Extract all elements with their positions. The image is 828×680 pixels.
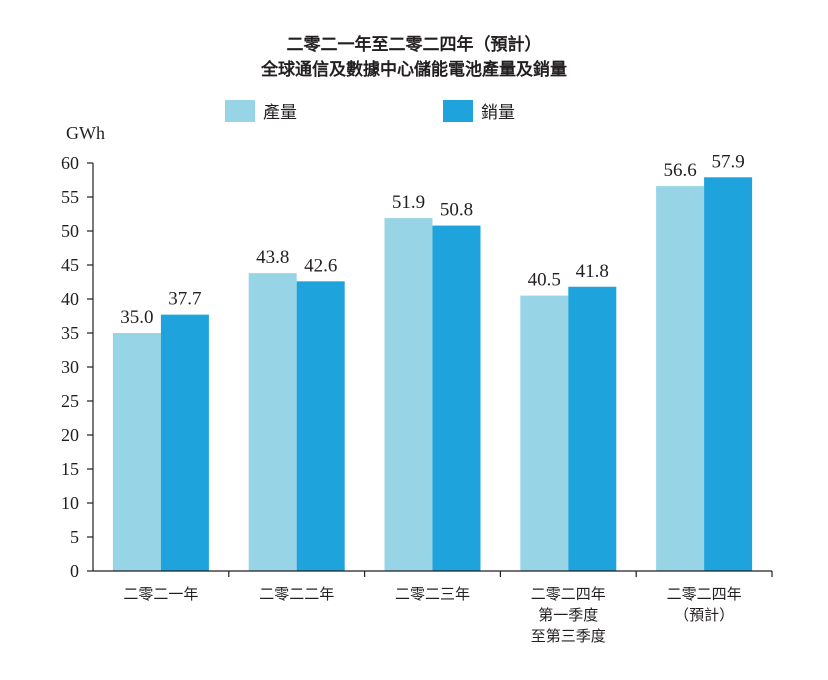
bar-production: [656, 186, 705, 571]
y-tick-label: 20: [61, 425, 79, 445]
data-label: 57.9: [711, 151, 744, 172]
y-tick-label: 35: [61, 323, 79, 343]
x-tick-label: 二零二三年: [395, 585, 470, 603]
y-tick-label: 50: [61, 221, 79, 241]
y-tick-label: 45: [61, 255, 79, 275]
data-labels: 35.0 37.7 43.8 42.6 51.9 50.8 40.5 41.8 56.6 57.9: [120, 151, 744, 328]
legend: 產量 銷量: [225, 100, 515, 123]
bar-sales: [704, 177, 753, 571]
y-tick-label: 25: [61, 391, 79, 411]
y-tick-label: 10: [61, 493, 79, 513]
data-label: 40.5: [528, 270, 561, 291]
legend-swatch-sales: [443, 100, 473, 122]
x-tick-label: 第一季度: [538, 606, 598, 624]
bars: [112, 177, 753, 571]
data-label: 41.8: [576, 261, 609, 282]
x-tick-label: 二零二一年: [123, 585, 198, 603]
bar-sales: [296, 281, 345, 571]
bar-production: [248, 273, 297, 571]
legend-label-production: 產量: [263, 103, 297, 123]
x-tick-label: （預計）: [674, 606, 734, 624]
data-label: 42.6: [304, 255, 337, 276]
y-tick-label: 60: [61, 153, 79, 173]
x-tick-label: 至第三季度: [531, 627, 606, 645]
y-tick-label: 30: [61, 357, 79, 377]
data-label: 50.8: [440, 200, 473, 221]
legend-swatch-production: [225, 100, 255, 122]
legend-label-sales: 銷量: [481, 103, 515, 123]
y-tick-label: 5: [70, 527, 79, 547]
y-tick-label: 40: [61, 289, 79, 309]
bar-production: [520, 295, 569, 571]
y-axis-ticks: 0 5 10 15 20 25 30 35 40 45 50 55 60: [61, 153, 93, 581]
y-tick-label: 55: [61, 187, 79, 207]
bar-production: [384, 218, 433, 571]
data-label: 37.7: [168, 289, 201, 310]
data-label: 43.8: [256, 247, 289, 268]
data-label: 51.9: [392, 192, 425, 213]
y-axis-unit: GWh: [66, 123, 105, 143]
bar-sales: [432, 225, 481, 571]
bar-production: [112, 333, 161, 571]
data-label: 56.6: [663, 160, 696, 181]
x-tick-label: 二零二四年: [667, 585, 742, 603]
data-label: 35.0: [120, 307, 153, 328]
y-tick-label: 0: [70, 561, 79, 581]
chart-title-line-2: 全球通信及數據中心儲能電池產量及銷量: [260, 59, 567, 80]
bar-sales: [568, 286, 617, 571]
y-tick-label: 15: [61, 459, 79, 479]
x-tick-label: 二零二二年: [259, 585, 334, 603]
bar-sales: [160, 314, 209, 571]
x-tick-label: 二零二四年: [531, 585, 606, 603]
chart-title-line-1: 二零二一年至二零二四年（預計）: [287, 34, 542, 55]
